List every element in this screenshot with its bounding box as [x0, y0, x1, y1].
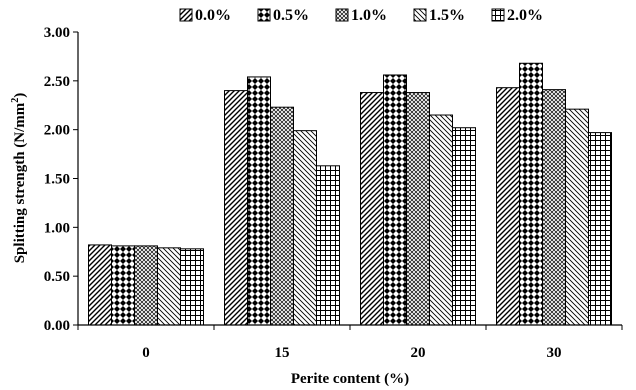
- legend-label: 1.0%: [351, 7, 387, 24]
- legend-label: 1.5%: [429, 7, 465, 24]
- x-tick-label: 0: [142, 345, 150, 361]
- legend-label: 0.5%: [273, 7, 309, 24]
- legend-label: 2.0%: [507, 7, 543, 24]
- y-tick-label: 2.50: [44, 74, 70, 90]
- legend-swatch-2.0pct: [491, 8, 505, 22]
- legend-swatch-1.0pct: [335, 8, 349, 22]
- y-axis-title-close: ): [12, 93, 28, 98]
- bar-2.0pct-cat-30: [588, 132, 612, 326]
- bar-1.0pct-cat-30: [542, 89, 566, 326]
- x-tick-label: 20: [411, 345, 426, 361]
- legend-swatch-0.5pct: [257, 8, 271, 22]
- bar-0.5pct-cat-0: [111, 245, 135, 326]
- y-axis-title-main: Splitting strength (N/mm: [12, 102, 28, 263]
- bar-1.5pct-cat-15: [293, 130, 317, 326]
- x-tick-label: 30: [547, 345, 562, 361]
- legend-label: 0.0%: [195, 7, 231, 24]
- y-axis-title-text: Splitting strength (N/mm2): [10, 93, 28, 264]
- y-tick-label: 1.50: [44, 172, 70, 188]
- bar-0.5pct-cat-30: [519, 62, 543, 326]
- bar-2.0pct-cat-20: [452, 127, 476, 326]
- y-tick-label: 3.00: [44, 25, 70, 41]
- y-tick-label: 2.00: [44, 123, 70, 139]
- y-tick-label: 1.00: [44, 220, 70, 236]
- legend-swatch-0.0pct: [179, 8, 193, 22]
- bar-0.5pct-cat-15: [247, 76, 271, 326]
- bar-0.0pct-cat-15: [224, 90, 248, 326]
- bar-1.0pct-cat-15: [270, 106, 294, 326]
- y-axis-title-superscript: 2: [10, 98, 21, 103]
- legend-swatch-1.5pct: [413, 8, 427, 22]
- bar-1.5pct-cat-0: [157, 247, 181, 326]
- bar-2.0pct-cat-0: [180, 248, 204, 326]
- bar-2.0pct-cat-15: [316, 165, 340, 326]
- y-axis-title: Splitting strength (N/mm2): [10, 93, 28, 264]
- bar-0.0pct-cat-30: [496, 87, 520, 326]
- y-tick-label: 0.00: [44, 318, 70, 334]
- bar-0.0pct-cat-0: [88, 244, 112, 326]
- bar-0.5pct-cat-20: [383, 74, 407, 326]
- bar-1.5pct-cat-30: [565, 108, 589, 326]
- legend: 0.0% 0.5% 1.0% 1.5% 2.0%: [179, 7, 543, 24]
- y-tick-label: 0.50: [44, 269, 70, 285]
- bar-1.5pct-cat-20: [429, 114, 453, 326]
- bar-0.0pct-cat-20: [360, 92, 384, 326]
- bar-1.0pct-cat-20: [406, 92, 430, 326]
- x-axis-title: Perite content (%): [291, 371, 409, 387]
- plot-area: 0.00 0.50 1.00 1.50 2.00 2.50 3.00 0 15 20 30: [44, 25, 623, 361]
- bar-1.0pct-cat-0: [134, 245, 158, 326]
- x-tick-label: 15: [275, 345, 290, 361]
